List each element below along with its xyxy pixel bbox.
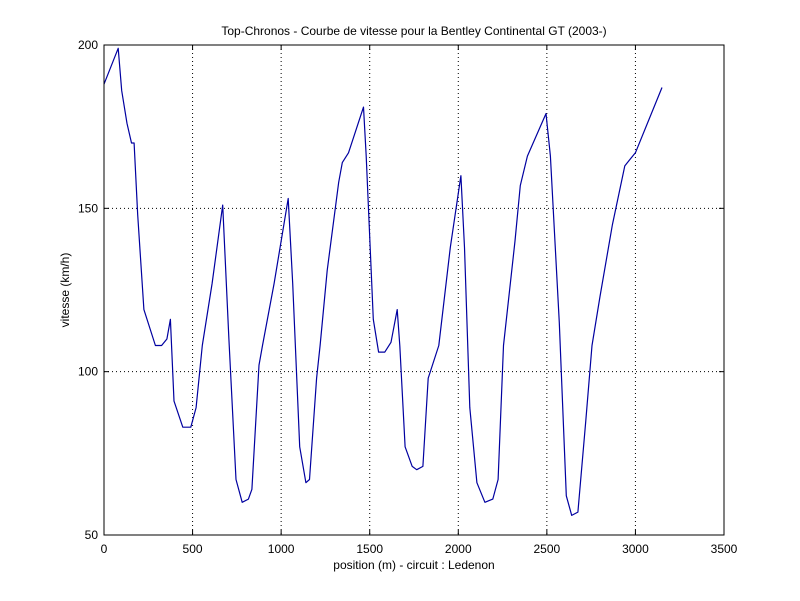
x-tick-label: 3000 (622, 542, 649, 556)
x-tick-label: 3500 (711, 542, 738, 556)
grid-lines (104, 45, 724, 535)
x-tick-label: 2000 (445, 542, 472, 556)
x-tick-label: 1000 (268, 542, 295, 556)
y-axis-ticks: 50 100 150 200 (78, 38, 724, 542)
chart-title: Top-Chronos - Courbe de vitesse pour la … (221, 24, 606, 38)
x-tick-label: 0 (101, 542, 108, 556)
x-axis-ticks: 0 500 1000 1500 2000 2500 3000 3500 (101, 45, 738, 556)
y-tick-label: 100 (78, 365, 98, 379)
x-tick-label: 1500 (356, 542, 383, 556)
y-tick-label: 150 (78, 201, 98, 215)
plot-area (104, 45, 724, 535)
y-axis-label: vitesse (km/h) (58, 253, 72, 328)
axes-frame (103, 44, 725, 536)
x-tick-label: 500 (183, 542, 203, 556)
speed-series-line (103, 47, 663, 516)
x-tick-label: 2500 (534, 542, 561, 556)
y-tick-label: 200 (78, 38, 98, 52)
x-axis-label: position (m) - circuit : Ledenon (333, 558, 494, 572)
y-tick-label: 50 (85, 528, 99, 542)
